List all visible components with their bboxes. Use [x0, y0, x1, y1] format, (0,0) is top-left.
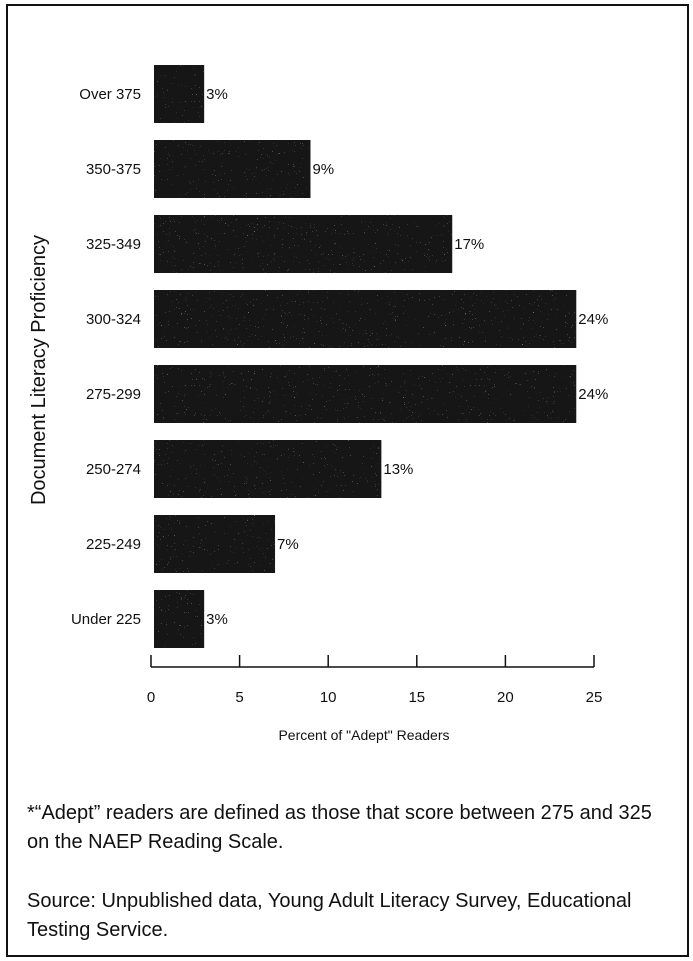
x-axis: 0 5 10 15 20 25 — [147, 655, 603, 706]
bar — [154, 290, 577, 348]
x-tick-label: 20 — [497, 689, 514, 706]
footnote: *“Adept” readers are defined as those th… — [27, 802, 652, 853]
x-tick-label: 5 — [235, 689, 243, 706]
figure-frame — [6, 4, 689, 957]
value-label: 3% — [206, 86, 228, 103]
x-tick-label: 10 — [320, 689, 337, 706]
x-tick-label: 15 — [408, 689, 425, 706]
value-label: 24% — [578, 386, 608, 403]
bar — [154, 590, 205, 648]
value-label: 13% — [383, 461, 413, 478]
x-tick-label: 0 — [147, 689, 155, 706]
bar — [154, 65, 205, 123]
bar — [154, 515, 276, 573]
category-label: 350-375 — [86, 161, 141, 178]
x-axis-title: Percent of "Adept" Readers — [278, 727, 449, 743]
category-label: 225-249 — [86, 536, 141, 553]
bar — [154, 365, 577, 423]
bar — [154, 215, 453, 273]
bar — [154, 440, 382, 498]
value-label: 24% — [578, 311, 608, 328]
category-label: 325-349 — [86, 236, 141, 253]
y-axis-title: Document Literacy Proficiency — [28, 235, 50, 505]
x-tick-label: 25 — [586, 689, 603, 706]
category-label: 275-299 — [86, 386, 141, 403]
bars-group: Over 375 3% 350-375 9% 325-349 17% 300-324 24% 2… — [71, 65, 608, 648]
category-label: 300-324 — [86, 311, 141, 328]
value-label: 7% — [277, 536, 299, 553]
category-label: 250-274 — [86, 461, 141, 478]
value-label: 9% — [312, 161, 334, 178]
category-label: Under 225 — [71, 611, 141, 628]
value-label: 17% — [454, 236, 484, 253]
category-label: Over 375 — [79, 86, 141, 103]
bar-chart: Document Literacy Proficiency Over 375 3%… — [28, 65, 608, 743]
value-label: 3% — [206, 611, 228, 628]
source-note: Source: Unpublished data, Young Adult Li… — [27, 890, 632, 941]
bar — [154, 140, 311, 198]
